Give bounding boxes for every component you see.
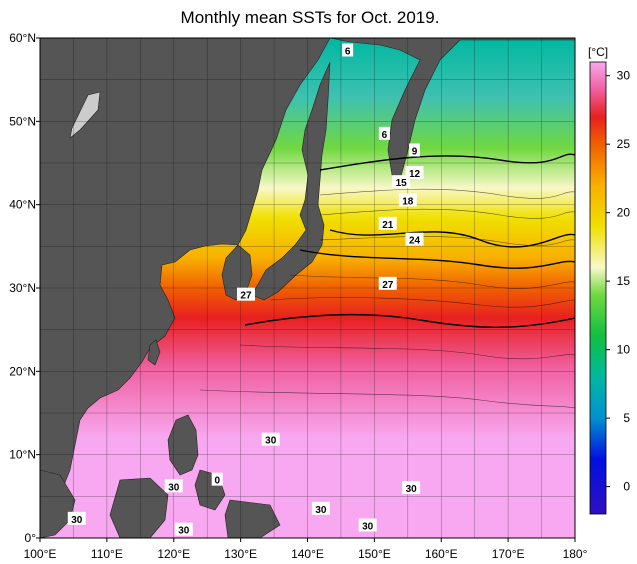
y-tick-label: 60°N <box>9 31 36 45</box>
contour-label-bg <box>174 522 193 536</box>
contour-label-bg <box>402 481 421 494</box>
y-tick-label: 50°N <box>9 114 36 128</box>
contour-label-bg <box>311 501 330 515</box>
colorbar-tick-label: 20 <box>617 206 631 220</box>
contour-label: 27 <box>240 291 252 302</box>
contour-label: 6 <box>382 130 388 141</box>
colorbar-tick-label: 25 <box>617 137 631 151</box>
colorbar <box>589 61 607 515</box>
contour-label: 0 <box>214 476 220 487</box>
contour-label: 30 <box>362 522 374 533</box>
contour-label: 30 <box>168 482 180 493</box>
x-tick-label: 130°E <box>224 547 257 561</box>
contour-label-bg <box>164 479 183 493</box>
contour-label-bg <box>236 287 255 301</box>
x-tick-label: 120°E <box>157 547 190 561</box>
x-tick-label: 150°E <box>358 547 391 561</box>
contour-label: 27 <box>382 280 394 291</box>
contour-label: 6 <box>345 47 351 58</box>
y-tick-label: 10°N <box>9 448 36 462</box>
contour-label: 9 <box>412 147 418 158</box>
colorbar-tick-label: 5 <box>623 411 630 425</box>
x-tick-label: 110°E <box>91 547 123 561</box>
contour-label-bg <box>409 143 420 157</box>
colorbar-tick-label: 10 <box>617 343 631 357</box>
contour-label-bg <box>405 232 424 246</box>
contour-label-bg <box>378 276 397 290</box>
contour-label-bg <box>392 175 411 189</box>
contour-label-bg <box>67 511 86 525</box>
lat-lon-grid <box>40 38 575 538</box>
x-tick-label: 170°E <box>492 547 525 561</box>
contour-label: 30 <box>71 515 83 526</box>
x-tick-label: 160°E <box>425 547 458 561</box>
x-tick-label: 100°E <box>24 547 57 561</box>
contour-label: 18 <box>402 197 414 208</box>
x-tick-label: 180° <box>563 547 588 561</box>
colorbar-tick-label: 0 <box>623 480 630 494</box>
contour-label-bg <box>342 43 354 57</box>
contour-label: 24 <box>409 236 421 247</box>
contour-label: 30 <box>178 526 190 537</box>
y-tick-label: 20°N <box>9 364 36 378</box>
contour-label: 12 <box>409 169 421 180</box>
colorbar-tick-label: 15 <box>617 274 631 288</box>
colorbar-tick-label: 30 <box>617 69 631 83</box>
contour-label: 21 <box>382 220 394 231</box>
contour-label-bg <box>378 216 397 230</box>
contour-label-bg <box>358 518 377 532</box>
contour-label: 15 <box>396 178 408 189</box>
contour-label-bg <box>378 126 390 140</box>
land-masses <box>40 38 575 538</box>
map-title: Monthly mean SSTs for Oct. 2019. <box>180 8 440 27</box>
contour-label: 30 <box>265 436 277 447</box>
contour-label-bg <box>261 432 280 446</box>
y-tick-label: 30°N <box>9 281 36 295</box>
contour-label-bg <box>211 472 223 486</box>
y-tick-label: 40°N <box>9 198 36 212</box>
contour-label: 30 <box>315 505 327 516</box>
contour-label: 30 <box>406 484 418 495</box>
x-tick-label: 140°E <box>291 547 324 561</box>
colorbar-unit: [°C] <box>588 45 608 59</box>
contour-label-bg <box>398 193 417 207</box>
y-tick-label: 0° <box>25 531 37 545</box>
